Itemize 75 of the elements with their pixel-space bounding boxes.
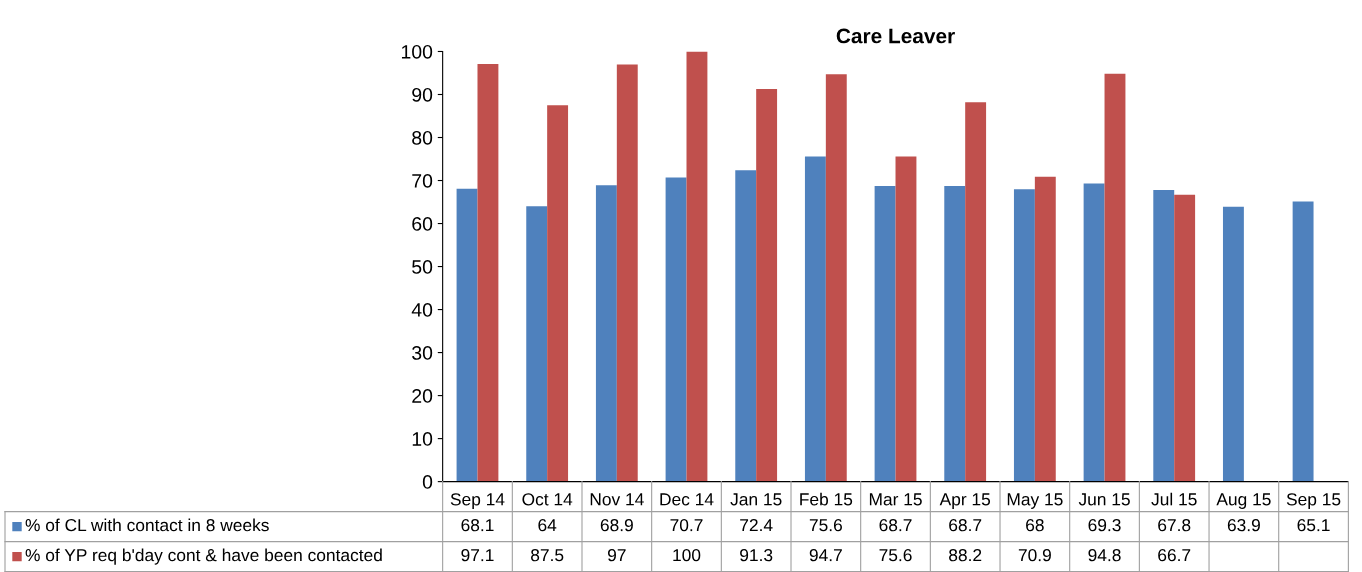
bar	[804, 156, 826, 482]
x-tick-label: Dec 14	[660, 493, 714, 506]
bar	[756, 88, 778, 482]
data-label: 65.1	[1297, 518, 1330, 532]
y-tick-label: 50	[412, 260, 433, 274]
data-label: 75.6	[809, 518, 842, 532]
bar	[686, 51, 708, 482]
data-label: 68.7	[879, 518, 912, 532]
bar	[616, 64, 638, 482]
data-label: 94.7	[809, 548, 842, 562]
data-label: 72.4	[740, 518, 773, 532]
bar	[1083, 183, 1105, 482]
data-label: 88.2	[949, 548, 982, 562]
data-label: 75.6	[879, 548, 912, 562]
y-tick-label: 30	[412, 346, 433, 360]
x-tick-label: Mar 15	[869, 493, 922, 506]
data-label: 87.5	[531, 548, 564, 562]
bar	[1104, 73, 1126, 482]
data-label: 70.9	[1018, 548, 1051, 562]
y-tick-label: 100	[401, 44, 433, 59]
data-label: 66.7	[1158, 548, 1191, 562]
bar	[1174, 194, 1196, 482]
data-label: 100	[673, 548, 701, 562]
data-label: 64	[538, 518, 557, 532]
x-tick-label: Oct 14	[522, 493, 573, 506]
bar	[1034, 176, 1056, 482]
data-label: 63.9	[1227, 518, 1260, 532]
y-tick-label: 90	[412, 87, 433, 102]
bar	[1292, 201, 1314, 482]
bar	[944, 186, 966, 482]
bar	[874, 186, 896, 482]
data-label: 68.9	[600, 518, 633, 532]
data-label: 69.3	[1088, 518, 1121, 532]
legend-label: % of CL with contact in 8 weeks	[25, 518, 269, 532]
x-tick-label: Apr 15	[939, 493, 991, 509]
x-tick-label: Feb 15	[800, 492, 853, 506]
x-tick-label: Jul 15	[1151, 492, 1197, 506]
data-label: 97	[607, 548, 626, 562]
x-tick-label: Nov 14	[590, 493, 644, 506]
y-tick-label: 0	[422, 475, 433, 489]
bar	[965, 102, 987, 482]
bar	[1153, 189, 1175, 482]
bar	[735, 170, 757, 482]
y-tick-label: 60	[412, 217, 433, 231]
x-tick-label: Sep 15	[1286, 493, 1341, 509]
y-tick-label: 80	[412, 130, 433, 145]
x-tick-label: Sep 14	[450, 493, 505, 509]
bar	[825, 74, 847, 482]
x-tick-label: Jun 15	[1078, 493, 1130, 506]
data-label: 91.3	[740, 548, 773, 562]
bar	[895, 156, 917, 482]
data-label: 94.8	[1088, 548, 1121, 562]
bar	[1222, 206, 1244, 482]
bar	[547, 105, 569, 482]
bar	[1013, 189, 1035, 482]
data-label: 68	[1026, 518, 1044, 532]
data-label: 97.1	[461, 548, 494, 562]
x-tick-label: Aug 15	[1216, 493, 1271, 509]
bar	[477, 63, 499, 482]
x-tick-label: Jan 15	[730, 493, 782, 506]
chart-title: Care Leaver	[836, 28, 955, 44]
legend-label: % of YP req b'day cont & have been contacted	[25, 548, 382, 565]
bar	[665, 177, 687, 482]
data-label: 68.7	[949, 518, 982, 532]
y-tick-label: 20	[412, 389, 433, 403]
x-tick-label: May 15	[1007, 493, 1063, 509]
bar	[595, 185, 617, 482]
data-label: 67.8	[1158, 518, 1191, 532]
data-label: 70.7	[670, 518, 703, 532]
bar	[456, 188, 478, 482]
y-tick-label: 70	[412, 173, 433, 188]
y-tick-label: 40	[411, 303, 433, 317]
y-tick-label: 10	[412, 432, 433, 446]
data-label: 68.1	[461, 518, 494, 532]
bar	[526, 206, 548, 482]
